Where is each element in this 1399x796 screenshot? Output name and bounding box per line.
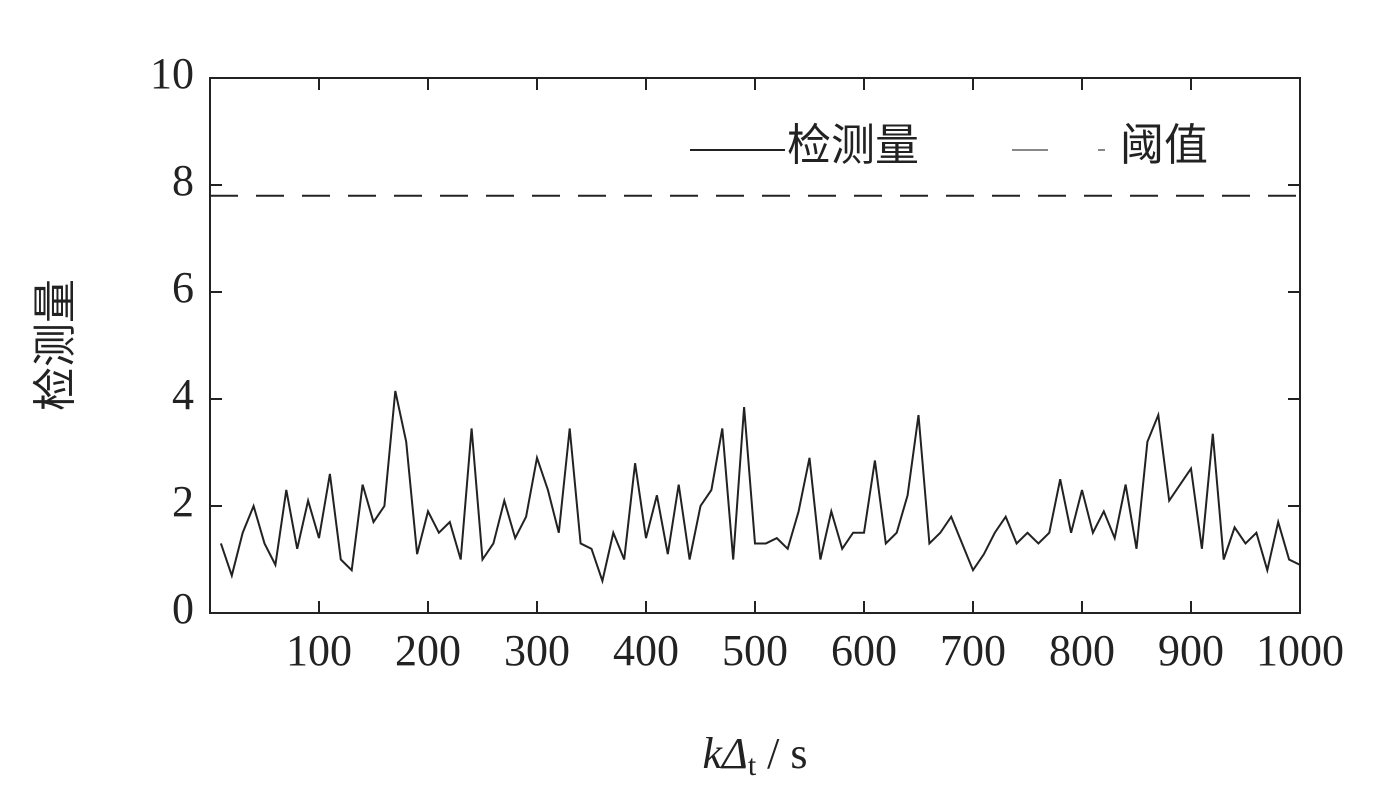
x-label-part: / s <box>756 729 807 778</box>
x-tick-label: 800 <box>1049 626 1115 675</box>
x-tick-label: 500 <box>722 626 788 675</box>
x-tick-label: 200 <box>395 626 461 675</box>
y-tick-label: 8 <box>172 156 194 205</box>
x-tick-label: 300 <box>504 626 570 675</box>
y-tick-label: 0 <box>172 584 194 633</box>
x-tick-label: 700 <box>940 626 1006 675</box>
legend-label: 阈值 <box>1120 121 1208 170</box>
plot-frame <box>209 77 1301 614</box>
x-tick-label: 1000 <box>1256 626 1344 675</box>
x-tick-label: 100 <box>286 626 352 675</box>
x-tick-label: 900 <box>1158 626 1224 675</box>
y-tick-label: 10 <box>150 49 194 98</box>
y-tick-label: 4 <box>172 370 194 419</box>
x-tick-label: 400 <box>613 626 679 675</box>
legend-label: 检测量 <box>787 121 919 170</box>
x-label-part: k <box>702 729 723 778</box>
x-label-part: Δ <box>720 729 748 778</box>
y-tick-label: 2 <box>172 477 194 526</box>
x-label-part: t <box>748 749 757 782</box>
x-axis-label: kΔt / s <box>702 729 807 782</box>
y-axis-label: 检测量 <box>31 279 80 411</box>
y-tick-label: 6 <box>172 263 194 312</box>
data-line <box>219 390 1301 585</box>
x-tick-label: 600 <box>831 626 897 675</box>
